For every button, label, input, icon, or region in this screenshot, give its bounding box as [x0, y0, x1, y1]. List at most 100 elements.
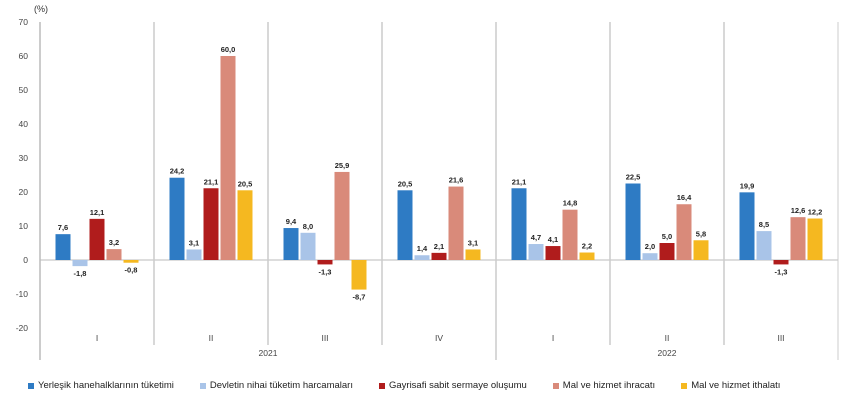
data-label: 12,1: [90, 208, 105, 217]
y-tick-label: 30: [19, 153, 29, 163]
y-tick-label: -20: [16, 323, 29, 333]
data-label: -8,7: [353, 293, 366, 302]
bar: [807, 218, 823, 260]
y-tick-label: 10: [19, 221, 29, 231]
data-label: 8,5: [759, 220, 769, 229]
y-tick-label: 50: [19, 85, 29, 95]
bar: [237, 190, 253, 260]
data-label: 8,0: [303, 222, 313, 231]
bar: [545, 246, 561, 260]
legend-item: Mal ve hizmet ithalatı: [681, 380, 780, 391]
bar: [659, 243, 675, 260]
bar: [511, 188, 527, 260]
bar: [625, 183, 641, 260]
data-label: -1,3: [775, 267, 788, 276]
legend-item: Devletin nihai tüketim harcamaları: [199, 380, 353, 391]
bar: [676, 204, 692, 260]
x-tick-label: II: [209, 333, 214, 343]
bar: [579, 252, 595, 260]
legend-item: Mal ve hizmet ihracatı: [552, 380, 656, 391]
legend-swatch: [378, 382, 385, 389]
bar: [465, 249, 481, 260]
y-tick-label: 20: [19, 187, 29, 197]
data-label: 16,4: [677, 193, 692, 202]
data-label: -0,8: [125, 266, 138, 275]
legend-item: Yerleşik hanehalklarının tüketimi: [28, 380, 174, 391]
legend-swatch: [552, 382, 559, 389]
bar: [756, 231, 772, 260]
data-label: 4,7: [531, 233, 541, 242]
data-label: 4,1: [548, 235, 558, 244]
bar: [773, 260, 789, 265]
data-label: 24,2: [170, 167, 185, 176]
legend-label: Gayrisafi sabit sermaye oluşumu: [388, 380, 527, 391]
bar: [528, 244, 544, 260]
data-label: 20,5: [238, 179, 253, 188]
data-label: 2,2: [582, 242, 592, 251]
x-tick-label: III: [321, 333, 328, 343]
legend: Yerleşik hanehalklarının tüketimi Devleti…: [28, 380, 806, 391]
data-label: 21,1: [204, 177, 219, 186]
bar: [106, 249, 122, 260]
data-label: 2,0: [645, 242, 655, 251]
bar: [397, 190, 413, 260]
data-label: 20,5: [398, 179, 413, 188]
data-label: 60,0: [221, 45, 236, 54]
legend-swatch: [681, 382, 688, 389]
data-label: 5,0: [662, 232, 672, 241]
bar: [186, 249, 202, 260]
bar: [448, 186, 464, 260]
x-tick-label: I: [96, 333, 98, 343]
data-label: 7,6: [58, 223, 68, 232]
bar: [642, 253, 658, 260]
data-label: 19,9: [740, 181, 755, 190]
data-label: 2,1: [434, 242, 444, 251]
x-tick-label: III: [777, 333, 784, 343]
x-tick-label: IV: [435, 333, 443, 343]
data-label: 21,6: [449, 176, 464, 185]
bar: [790, 217, 806, 260]
bar: [123, 260, 139, 263]
legend-item: Gayrisafi sabit sermaye oluşumu: [378, 380, 527, 391]
legend-label: Devletin nihai tüketim harcamaları: [209, 380, 353, 391]
legend-label: Mal ve hizmet ithalatı: [691, 380, 781, 391]
bar: [203, 188, 219, 260]
bar: [739, 192, 755, 260]
data-label: 21,1: [512, 177, 527, 186]
data-label: -1,8: [74, 269, 87, 278]
data-label: 25,9: [335, 161, 350, 170]
data-label: 3,1: [468, 238, 478, 247]
x-tick-label: I: [552, 333, 554, 343]
y-tick-label: 70: [19, 17, 29, 27]
legend-label: Yerleşik hanehalklarının tüketimi: [38, 380, 174, 391]
data-label: 14,8: [563, 199, 578, 208]
year-label: 2021: [259, 348, 278, 358]
bar: [317, 260, 333, 265]
legend-label: Mal ve hizmet ihracatı: [562, 380, 656, 391]
data-label: 22,5: [626, 173, 641, 182]
bar: [334, 171, 350, 260]
y-axis-label: (%): [34, 4, 48, 14]
data-label: 12,6: [791, 206, 806, 215]
bar: [562, 209, 578, 260]
data-label: 12,2: [808, 208, 823, 217]
legend-swatch: [199, 382, 206, 389]
data-label: 9,4: [286, 217, 297, 226]
data-label: 3,2: [109, 238, 119, 247]
data-label: 5,8: [696, 229, 706, 238]
bar: [220, 56, 236, 260]
bar: [414, 255, 430, 260]
y-tick-label: 40: [19, 119, 29, 129]
bar: [693, 240, 709, 260]
year-label: 2022: [658, 348, 677, 358]
y-tick-label: -10: [16, 289, 29, 299]
bar: [169, 177, 185, 260]
y-tick-label: 60: [19, 51, 29, 61]
bar: [283, 228, 299, 260]
data-label: -1,3: [319, 267, 332, 276]
bar: [351, 260, 367, 290]
bar: [431, 252, 447, 260]
y-tick-label: 0: [23, 255, 28, 265]
